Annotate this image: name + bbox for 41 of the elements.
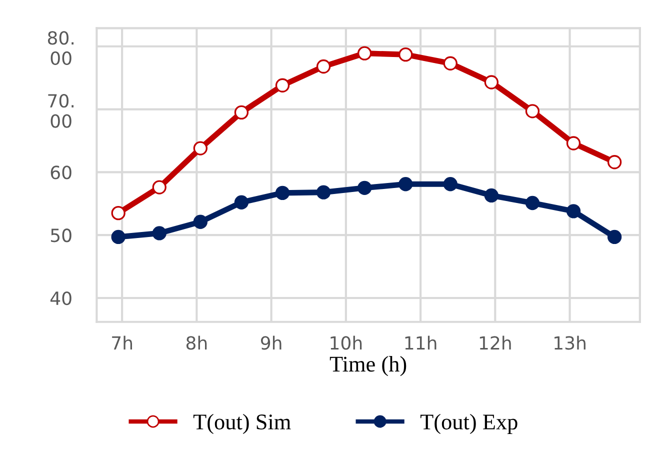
point: [443, 56, 458, 70]
point: [152, 180, 166, 194]
legend-label: T(out) Exp: [420, 414, 518, 434]
x-tick-label: 7h: [112, 336, 132, 350]
point: [234, 195, 249, 210]
point: [566, 204, 581, 218]
point: [525, 104, 540, 118]
point: [275, 186, 290, 200]
x-tick-label: 8h: [186, 336, 207, 350]
x-axis-title: Time (h): [330, 356, 406, 376]
point: [193, 214, 208, 229]
point: [275, 78, 290, 92]
point: [398, 177, 413, 192]
x-tick-label: 10h: [330, 336, 362, 350]
y-tick-label: 70. 00: [48, 94, 74, 128]
point: [357, 180, 372, 195]
y-tick-label: 80. 00: [48, 31, 74, 65]
y-tick-label: 50: [50, 228, 72, 242]
x-tick-label: 12h: [480, 336, 511, 350]
point: [525, 196, 540, 210]
legend-label: T(out) Sim: [193, 414, 291, 434]
point: [443, 177, 458, 192]
x-tick-label: 9h: [260, 336, 282, 350]
point: [357, 46, 372, 60]
point: [111, 206, 126, 220]
point: [566, 136, 581, 150]
x-tick-label: 13h: [554, 336, 586, 350]
y-tick-label: 40: [50, 291, 72, 306]
point: [111, 230, 126, 244]
point: [316, 185, 331, 200]
point: [607, 230, 622, 244]
point: [484, 75, 499, 90]
point: [152, 226, 166, 240]
point: [234, 105, 249, 120]
x-tick-label: 11h: [405, 336, 436, 350]
point: [484, 188, 499, 203]
point: [193, 141, 208, 156]
point: [316, 59, 331, 74]
point: [398, 47, 413, 62]
point: [607, 155, 622, 170]
y-tick-label: 60: [50, 166, 72, 180]
